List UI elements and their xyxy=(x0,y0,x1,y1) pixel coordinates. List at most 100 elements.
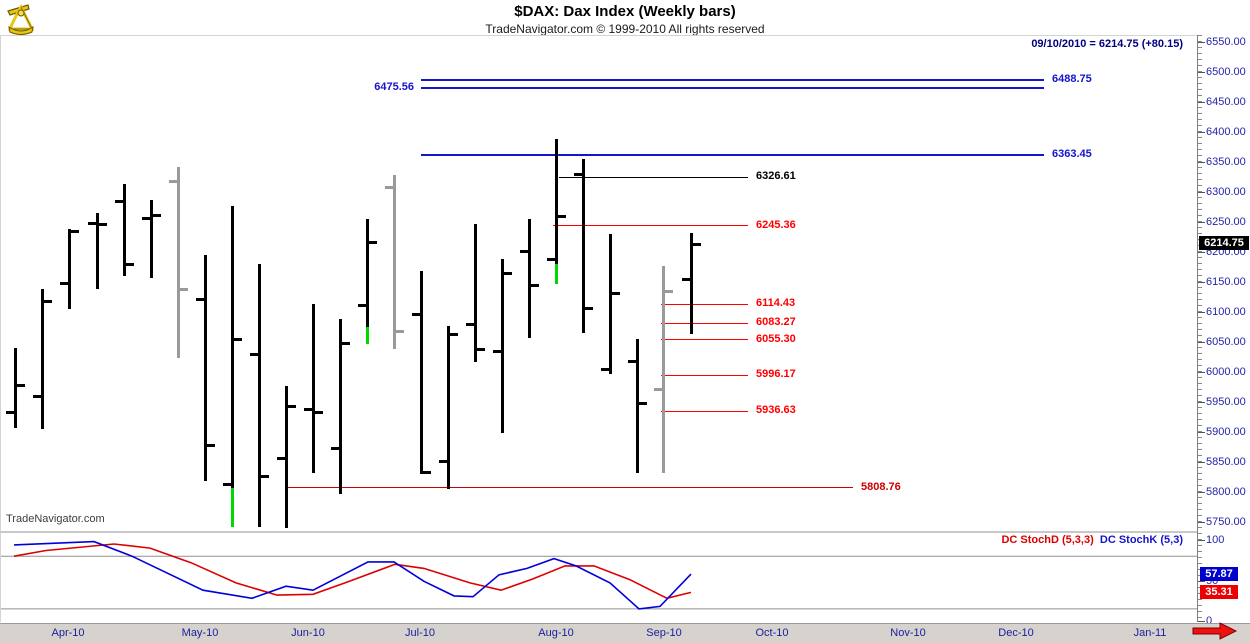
legend-item: DC StochD (5,3,3) xyxy=(1001,534,1094,546)
price-bar-open-tick xyxy=(331,447,339,450)
price-axis-label: 6400.00 xyxy=(1206,126,1246,138)
major-tick xyxy=(1198,72,1205,73)
price-level-label: 5808.76 xyxy=(861,480,901,493)
price-bar-range xyxy=(366,218,369,345)
price-bar-open-tick xyxy=(628,360,636,363)
price-level-label: 6363.45 xyxy=(1052,147,1092,160)
price-axis-label: 6450.00 xyxy=(1206,96,1246,108)
copyright-subtitle: TradeNavigator.com © 1999-2010 All right… xyxy=(485,22,765,36)
price-bar-close-tick xyxy=(477,348,485,351)
price-axis-label: 6550.00 xyxy=(1206,36,1246,48)
panel-divider xyxy=(0,531,1197,533)
price-bar-close-tick xyxy=(207,444,215,447)
price-bar-open-tick xyxy=(574,172,582,176)
scroll-right-arrow-icon[interactable] xyxy=(1192,622,1238,640)
month-label: Jul-10 xyxy=(405,627,435,639)
stoch-d-value-box: 35.31 xyxy=(1200,585,1238,600)
price-bar-range xyxy=(474,224,477,363)
price-bar-range xyxy=(662,266,665,474)
price-bar-open-tick xyxy=(654,388,662,392)
major-tick xyxy=(1198,192,1205,193)
price-axis-label: 6000.00 xyxy=(1206,366,1246,378)
month-label: Apr-10 xyxy=(51,627,85,639)
price-bar-open-tick xyxy=(6,411,14,414)
price-level-line xyxy=(559,176,748,178)
month-label: Aug-10 xyxy=(538,627,574,639)
price-bar-close-tick xyxy=(315,411,323,414)
price-bar-open-tick xyxy=(682,277,690,281)
price-bar-close-tick xyxy=(558,214,566,218)
price-bar-close-tick xyxy=(288,405,296,408)
price-bar-open-tick xyxy=(304,408,312,411)
price-bar-open-tick xyxy=(358,304,366,308)
price-bar-open-tick xyxy=(223,483,231,486)
price-axis-label: 6300.00 xyxy=(1206,186,1246,198)
price-bar-range xyxy=(636,338,639,474)
price-bar-close-tick xyxy=(234,337,242,341)
last-quote-readout: 09/10/2010 = 6214.75 (+80.15) xyxy=(1031,38,1183,50)
month-label: Nov-10 xyxy=(890,627,926,639)
price-bar-open-tick xyxy=(466,322,474,326)
price-bar-close-tick xyxy=(153,214,161,218)
price-bar-open-tick xyxy=(493,349,501,353)
price-level-line xyxy=(421,78,1044,81)
new-low-marker xyxy=(231,488,234,528)
price-bar-range xyxy=(447,326,450,489)
price-bar-range xyxy=(285,386,288,528)
price-bar-range xyxy=(96,212,99,289)
new-low-marker xyxy=(555,263,558,285)
price-bar-close-tick xyxy=(639,402,647,405)
price-bar-open-tick xyxy=(412,313,420,317)
price-level-line xyxy=(287,487,853,489)
major-tick xyxy=(1198,102,1205,103)
price-bar-close-tick xyxy=(585,307,593,311)
month-label: Jun-10 xyxy=(291,627,325,639)
major-tick xyxy=(1198,132,1205,133)
price-bar-range xyxy=(258,263,261,528)
price-bar-range xyxy=(204,254,207,481)
price-bar-close-tick xyxy=(693,243,701,246)
price-axis-label: 5800.00 xyxy=(1206,486,1246,498)
price-bar-range xyxy=(609,233,612,375)
price-bar-close-tick xyxy=(261,475,269,479)
price-bar-open-tick xyxy=(439,460,447,464)
price-bar-close-tick xyxy=(531,283,539,287)
new-low-marker xyxy=(366,326,369,345)
price-chart-area[interactable]: 09/10/2010 = 6214.75 (+80.15) TradeNavig… xyxy=(0,35,1197,531)
date-axis[interactable]: Apr-10 May-10 Jun-10 Jul-10 Aug-10 Sep-10 Oct-… xyxy=(0,623,1250,643)
month-label: Dec-10 xyxy=(998,627,1034,639)
price-bar-range xyxy=(123,184,126,276)
price-level-line xyxy=(661,339,748,341)
minor-ticks xyxy=(1198,35,1202,622)
price-bar-range xyxy=(150,200,153,279)
price-level-label: 6055.30 xyxy=(756,332,796,345)
price-axis-label: 6250.00 xyxy=(1206,216,1246,228)
price-bar-range xyxy=(690,233,693,334)
stochastic-panel[interactable] xyxy=(0,533,1197,622)
price-axis-label: 6350.00 xyxy=(1206,156,1246,168)
major-tick xyxy=(1198,402,1205,403)
price-bar-range xyxy=(177,167,180,358)
major-tick xyxy=(1198,432,1205,433)
stochastic-legend: DC StochD (5,3,3) DC StochK (5,3) xyxy=(1001,534,1183,546)
price-bar-close-tick xyxy=(99,223,107,227)
major-tick xyxy=(1198,522,1205,523)
price-level-label: 6488.75 xyxy=(1052,72,1092,85)
month-label: May-10 xyxy=(181,627,219,639)
price-bar-open-tick xyxy=(250,352,258,356)
price-bar-range xyxy=(420,271,423,474)
major-tick xyxy=(1198,372,1205,373)
price-bar-open-tick xyxy=(520,250,528,254)
price-bar-close-tick xyxy=(342,342,350,345)
price-axis-label: 5950.00 xyxy=(1206,396,1246,408)
price-level-line xyxy=(661,410,748,412)
price-bar-open-tick xyxy=(547,258,555,261)
price-level-label: 6114.43 xyxy=(756,297,796,310)
watermark: TradeNavigator.com xyxy=(6,513,105,525)
major-tick xyxy=(1198,342,1205,343)
price-axis-label: 5850.00 xyxy=(1206,456,1246,468)
price-bar-close-tick xyxy=(423,471,431,474)
price-bar-close-tick xyxy=(665,289,673,293)
price-level-label: 6245.36 xyxy=(756,218,796,231)
price-axis[interactable]: 6550.00 6500.00 6450.00 6400.00 6350.00 6300.… xyxy=(1197,35,1250,627)
